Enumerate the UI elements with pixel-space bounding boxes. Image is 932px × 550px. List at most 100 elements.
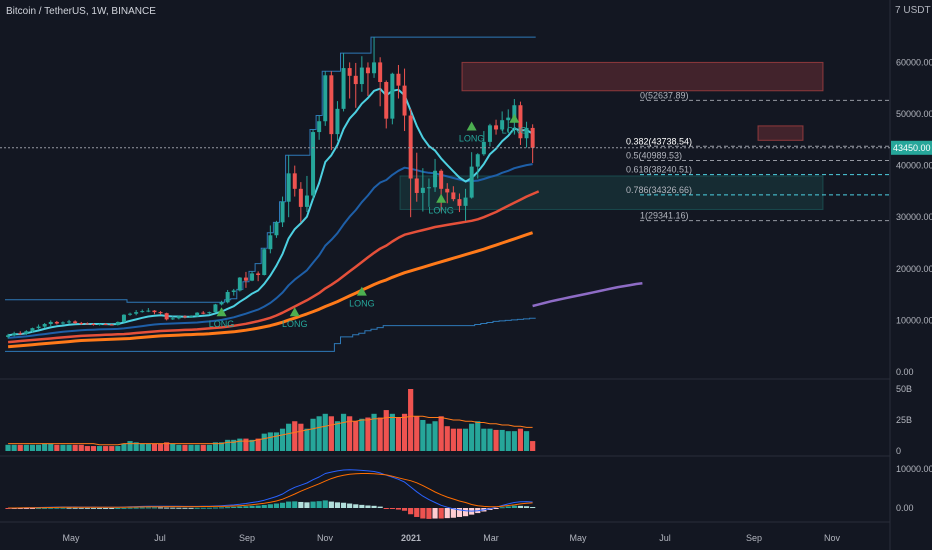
macd-axis-tick: 0.00 — [896, 503, 914, 513]
candle — [524, 121, 529, 148]
macd-histogram-bar — [200, 507, 206, 509]
ma-purple-line — [532, 281, 643, 308]
candle — [329, 71, 334, 151]
fib-level-label: 1(29341.16) — [640, 211, 689, 221]
volume-bar — [200, 444, 206, 451]
long-arrow-icon — [509, 113, 520, 123]
volume-bar — [444, 426, 450, 451]
fib-level-label: 0.5(40989.53) — [626, 150, 682, 160]
candle-body — [292, 173, 297, 189]
candle — [152, 310, 157, 315]
volume-bar — [115, 446, 121, 451]
volume-bar — [377, 417, 383, 451]
candle-body — [152, 310, 157, 313]
candle — [30, 327, 35, 333]
volume-bar — [121, 443, 127, 451]
macd-histogram-bar — [359, 504, 365, 508]
volume-bar — [170, 443, 176, 451]
macd-histogram-bar — [103, 507, 109, 509]
long-signal: LONG — [459, 121, 484, 143]
volume-bar — [261, 433, 267, 451]
candle — [463, 188, 468, 221]
candle-body — [189, 316, 194, 318]
candle-body — [164, 313, 169, 320]
candle — [60, 321, 65, 326]
candle — [396, 64, 401, 99]
macd-histogram-bar — [66, 507, 72, 509]
macd-histogram-bar — [450, 508, 456, 518]
candle-body — [359, 67, 364, 85]
macd-histogram-bar — [322, 500, 328, 508]
candle — [182, 315, 187, 319]
candle — [97, 323, 102, 326]
candle-body — [12, 333, 17, 336]
candle-body — [146, 310, 151, 312]
candle-body — [518, 105, 523, 139]
candle — [439, 169, 444, 212]
volume-bar — [54, 444, 60, 451]
macd-histogram-bar — [523, 506, 530, 508]
volume-bar — [237, 438, 243, 451]
candle — [359, 56, 364, 92]
candle-body — [201, 312, 206, 314]
candle-layer — [6, 37, 535, 339]
macd-histogram-bar — [438, 508, 444, 519]
candle-body — [67, 321, 72, 323]
candle — [402, 68, 407, 132]
volume-bar — [450, 428, 456, 451]
macd-histogram-bar — [212, 507, 219, 509]
currency-header[interactable]: 7 USDT — [895, 5, 931, 16]
volume-bar — [487, 428, 493, 451]
long-signal: LONG — [502, 113, 528, 136]
candle — [494, 119, 499, 135]
macd-histogram-bar — [139, 507, 145, 509]
long-signal-label: LONG — [502, 126, 528, 136]
candle — [164, 312, 169, 321]
macd-histogram-bar — [340, 502, 347, 508]
volume-bar — [365, 417, 371, 451]
macd-histogram-bar — [334, 502, 341, 508]
volume-bar — [359, 418, 365, 451]
volume-bar — [523, 431, 530, 451]
volume-bar — [145, 443, 151, 451]
macd-histogram-bar — [273, 503, 280, 508]
candle-body — [134, 312, 139, 314]
candle-body — [530, 127, 535, 148]
macd-histogram-bar — [121, 507, 127, 509]
candle — [250, 271, 255, 282]
candle-body — [36, 326, 41, 329]
macd-pane — [5, 469, 536, 519]
candle — [390, 72, 395, 125]
volume-bar — [212, 442, 219, 451]
volume-bar — [78, 444, 84, 451]
macd-histogram-bar — [347, 503, 353, 508]
candle-body — [85, 323, 90, 325]
macd-histogram-bar — [29, 508, 36, 509]
candle — [414, 152, 419, 202]
long-arrow-icon — [216, 307, 227, 317]
macd-histogram-bar — [432, 508, 438, 519]
macd-histogram-bar — [237, 506, 243, 508]
candle — [231, 288, 236, 296]
volume-average-line — [8, 415, 533, 446]
volume-bar — [420, 420, 426, 451]
long-signal-label: LONG — [282, 319, 308, 329]
candle — [6, 333, 11, 339]
volume-bar — [225, 439, 231, 451]
candle-body — [414, 178, 419, 193]
volume-bar — [17, 444, 23, 451]
candle — [451, 186, 456, 202]
candle — [219, 300, 224, 306]
macd-histogram-bar — [225, 507, 231, 509]
candle-body — [262, 249, 267, 275]
candle — [298, 182, 303, 223]
macd-histogram-bar — [462, 508, 469, 517]
volume-bar — [176, 444, 182, 451]
candle-body — [323, 75, 328, 122]
macd-histogram-bar — [176, 507, 182, 509]
candle — [134, 310, 139, 316]
candle-body — [298, 188, 303, 207]
volume-bar — [383, 410, 389, 451]
candle-body — [73, 321, 78, 323]
